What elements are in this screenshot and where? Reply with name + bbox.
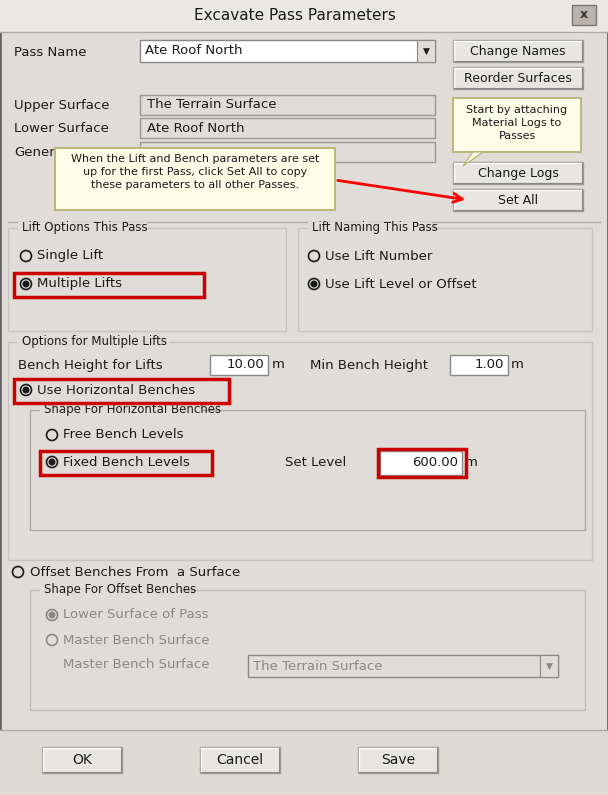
Bar xyxy=(40,584,180,596)
Bar xyxy=(40,451,212,475)
Bar xyxy=(8,228,286,331)
Text: The Terrain Surface: The Terrain Surface xyxy=(147,99,277,111)
Text: Shape For Horizontal Benches: Shape For Horizontal Benches xyxy=(44,404,221,417)
Bar xyxy=(453,189,583,211)
Bar xyxy=(417,40,435,62)
Text: 1.00: 1.00 xyxy=(475,359,504,371)
Bar xyxy=(453,162,583,184)
Text: Set Level: Set Level xyxy=(285,456,346,468)
Text: x: x xyxy=(580,9,588,21)
Bar xyxy=(30,590,585,710)
Text: Use Lift Level or Offset: Use Lift Level or Offset xyxy=(325,277,477,290)
Circle shape xyxy=(23,281,29,287)
Text: Cancel: Cancel xyxy=(216,753,263,767)
Text: Passes: Passes xyxy=(499,131,536,141)
Bar xyxy=(378,449,466,477)
Polygon shape xyxy=(463,152,483,166)
Text: Multiple Lifts: Multiple Lifts xyxy=(37,277,122,290)
Text: Ate Roof North: Ate Roof North xyxy=(147,122,244,134)
Text: Excavate Pass Parameters: Excavate Pass Parameters xyxy=(194,9,396,24)
Text: these parameters to all other Passes.: these parameters to all other Passes. xyxy=(91,180,299,190)
Text: 600.00: 600.00 xyxy=(412,456,458,470)
Bar xyxy=(308,222,432,234)
Bar xyxy=(8,342,592,560)
Text: Reorder Surfaces: Reorder Surfaces xyxy=(464,72,572,84)
Text: Change Names: Change Names xyxy=(470,45,566,57)
Circle shape xyxy=(23,387,29,393)
Bar xyxy=(248,655,558,677)
Text: Use Horizontal Benches: Use Horizontal Benches xyxy=(37,383,195,397)
Text: Lift Options This Pass: Lift Options This Pass xyxy=(22,222,148,235)
Text: m: m xyxy=(272,359,285,371)
Bar xyxy=(140,142,435,162)
Text: When the Lift and Bench parameters are set: When the Lift and Bench parameters are s… xyxy=(71,154,319,164)
Text: Free Bench Levels: Free Bench Levels xyxy=(63,429,184,441)
Text: Ate Roof North: Ate Roof North xyxy=(145,45,243,57)
Text: 10.00: 10.00 xyxy=(226,359,264,371)
Text: Pass Name: Pass Name xyxy=(14,46,86,60)
Bar xyxy=(42,747,122,773)
Text: Upper Surface: Upper Surface xyxy=(14,99,109,111)
Text: Offset Benches From  a Surface: Offset Benches From a Surface xyxy=(30,565,240,579)
Bar xyxy=(450,355,508,375)
Bar xyxy=(358,747,438,773)
Circle shape xyxy=(311,281,317,287)
Text: Single Lift: Single Lift xyxy=(37,250,103,262)
Bar xyxy=(453,98,581,152)
Text: Master Bench Surface: Master Bench Surface xyxy=(63,634,210,646)
Bar xyxy=(140,40,435,62)
Text: ▼: ▼ xyxy=(423,46,429,56)
Text: Use Lift Number: Use Lift Number xyxy=(325,250,432,262)
Text: Genera: Genera xyxy=(14,145,63,158)
Text: Lift Naming This Pass: Lift Naming This Pass xyxy=(312,222,438,235)
Text: Material Logs to: Material Logs to xyxy=(472,118,562,128)
Text: Bench Height for Lifts: Bench Height for Lifts xyxy=(18,359,162,371)
Bar xyxy=(18,222,147,234)
Bar xyxy=(210,355,268,375)
Bar xyxy=(453,67,583,89)
Text: Fixed Bench Levels: Fixed Bench Levels xyxy=(63,456,190,468)
Bar xyxy=(14,273,204,297)
Text: Min Bench Height: Min Bench Height xyxy=(310,359,428,371)
Text: m: m xyxy=(465,456,478,468)
Text: Shape For Offset Benches: Shape For Offset Benches xyxy=(44,584,196,596)
Bar xyxy=(0,730,608,795)
Bar xyxy=(380,451,462,475)
Text: ▼: ▼ xyxy=(545,661,553,670)
Text: up for the first Pass, click Set All to copy: up for the first Pass, click Set All to … xyxy=(83,167,307,177)
Bar xyxy=(14,379,229,403)
Text: OK: OK xyxy=(72,753,92,767)
Bar xyxy=(55,148,335,210)
Circle shape xyxy=(49,612,55,618)
Text: Save: Save xyxy=(381,753,415,767)
Bar xyxy=(200,747,280,773)
Bar xyxy=(140,118,435,138)
Bar xyxy=(140,95,435,115)
Text: Change Logs: Change Logs xyxy=(477,166,558,180)
Text: Lower Surface of Pass: Lower Surface of Pass xyxy=(63,608,209,622)
Text: Master Bench Surface: Master Bench Surface xyxy=(63,658,210,672)
Text: The Terrain Surface: The Terrain Surface xyxy=(253,660,382,673)
Text: Lower Surface: Lower Surface xyxy=(14,122,109,134)
Text: Options for Multiple Lifts: Options for Multiple Lifts xyxy=(22,335,167,348)
Bar xyxy=(540,655,558,677)
Bar xyxy=(572,5,596,25)
Bar xyxy=(40,404,202,416)
Bar xyxy=(453,40,583,62)
Text: m: m xyxy=(511,359,524,371)
Bar xyxy=(18,336,169,348)
Bar xyxy=(0,0,608,32)
Text: Set All: Set All xyxy=(498,193,538,207)
Bar xyxy=(30,410,585,530)
Circle shape xyxy=(49,460,55,465)
Text: Start by attaching: Start by attaching xyxy=(466,105,567,115)
Bar xyxy=(298,228,592,331)
